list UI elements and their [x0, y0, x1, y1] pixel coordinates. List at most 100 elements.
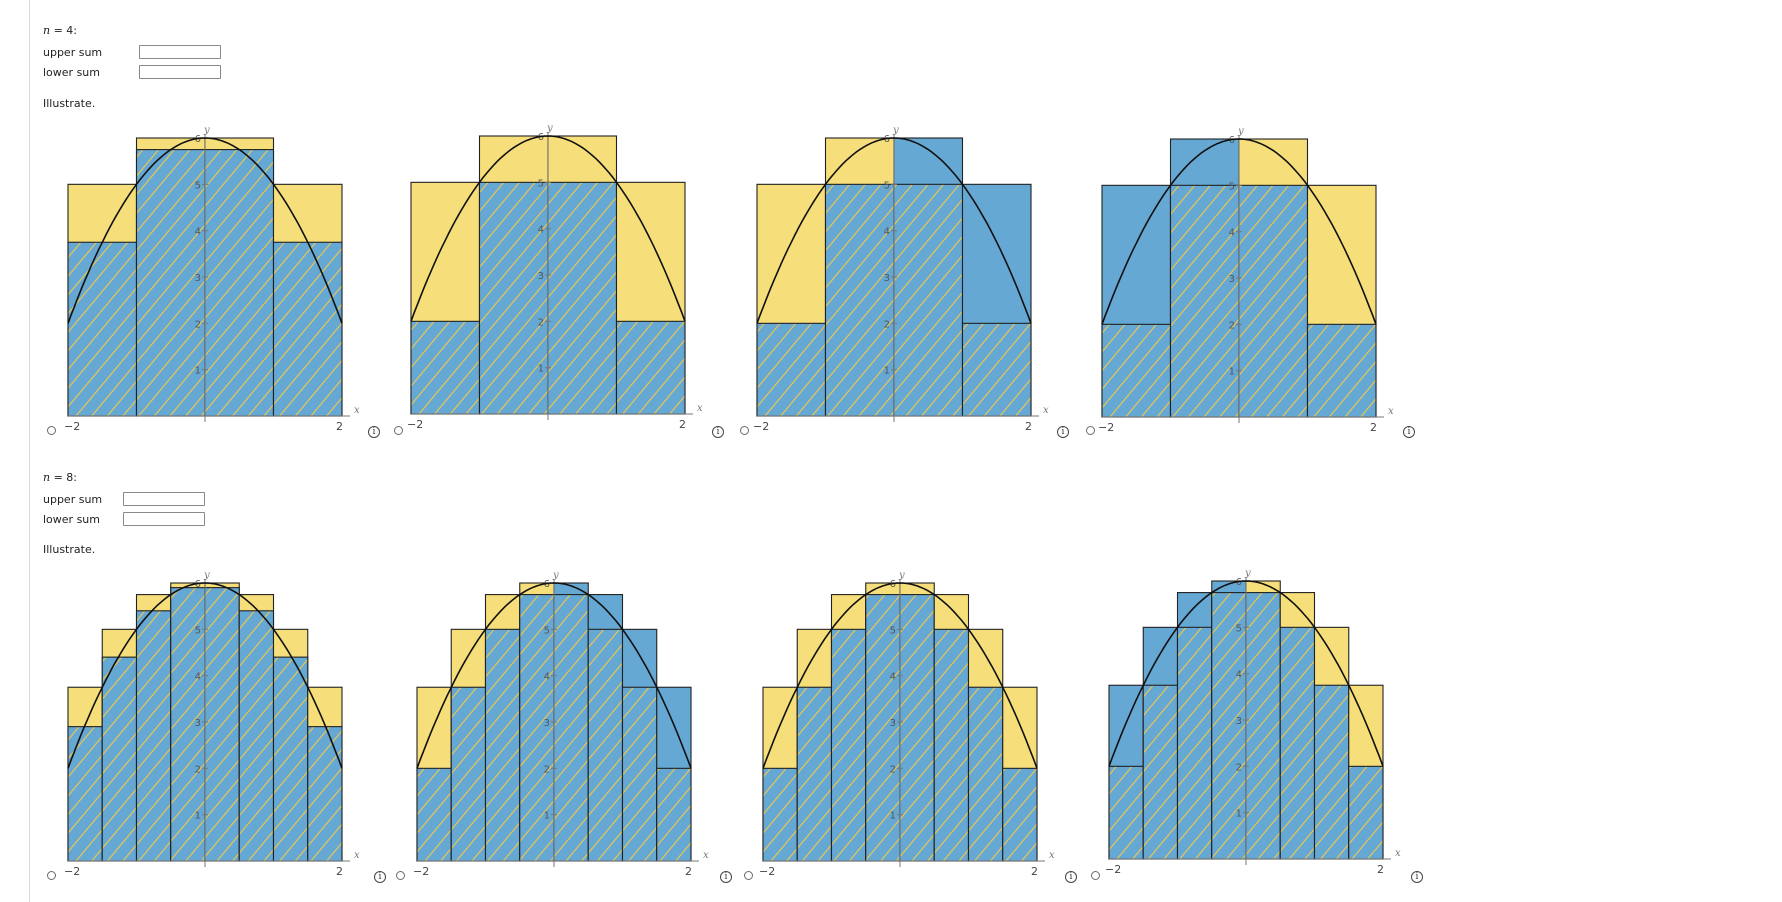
y-tick-label: 6 — [884, 134, 890, 145]
graph-option-radio-1[interactable] — [47, 426, 56, 435]
y-tick-label: 6 — [195, 579, 201, 590]
x-max-label: 2 — [1031, 865, 1038, 878]
x-max-label: 2 — [685, 865, 692, 878]
y-axis-label: y — [1244, 568, 1251, 579]
y-tick-label: 5 — [538, 178, 544, 189]
y-axis-label: y — [203, 570, 210, 581]
lower-bar — [824, 183, 895, 417]
y-tick-label: 3 — [195, 273, 201, 284]
n4-lower-sum-input[interactable] — [139, 65, 221, 79]
y-tick-label: 1 — [890, 811, 896, 822]
lower-bar — [796, 686, 833, 862]
riemann-graph-6: 1 2 3 4 5 6y x −2 2 — [413, 570, 709, 878]
lower-bar — [893, 183, 964, 417]
lower-bar — [899, 594, 935, 862]
y-tick-label: 1 — [195, 366, 201, 377]
riemann-graph-4: 1 2 3 4 5 6y x −2 2 — [1098, 126, 1394, 434]
y-tick-label: 2 — [195, 319, 201, 330]
y-tick-label: 2 — [890, 764, 896, 775]
graph-option-radio-7[interactable] — [744, 871, 753, 880]
lower-bar — [1176, 626, 1213, 860]
lower-bar — [587, 628, 624, 862]
lower-bar — [1348, 765, 1384, 860]
y-tick-label: 4 — [890, 672, 896, 683]
y-tick-label: 4 — [538, 225, 544, 236]
lower-bar — [1211, 592, 1247, 860]
n4-label: n = 4: — [43, 24, 78, 37]
y-tick-label: 6 — [1236, 577, 1242, 588]
x-min-label: −2 — [64, 420, 80, 433]
y-tick-label: 4 — [544, 672, 550, 683]
graph-option-radio-6[interactable] — [396, 871, 405, 880]
lower-bar — [1169, 184, 1240, 418]
y-tick-label: 6 — [1229, 135, 1235, 146]
lower-bar — [410, 320, 481, 415]
graph-option-radio-8[interactable] — [1091, 871, 1100, 880]
x-min-label: −2 — [407, 418, 423, 431]
y-tick-label: 3 — [884, 273, 890, 284]
n4-lower-sum-label: lower sum — [43, 66, 100, 79]
info-icon[interactable]: i — [1411, 871, 1423, 883]
lower-bar — [450, 686, 487, 862]
lower-bar — [478, 181, 549, 415]
x-max-label: 2 — [679, 418, 686, 431]
y-tick-label: 3 — [538, 271, 544, 282]
lower-bar — [1002, 767, 1038, 862]
y-tick-label: 5 — [195, 625, 201, 636]
y-tick-label: 2 — [195, 764, 201, 775]
info-icon[interactable]: i — [1065, 871, 1077, 883]
x-axis-label: x — [1395, 848, 1401, 859]
x-axis-label: x — [697, 403, 703, 414]
curve — [416, 582, 692, 769]
n8-lower-sum-input[interactable] — [123, 512, 205, 526]
x-min-label: −2 — [1098, 421, 1114, 434]
n8-upper-sum-input[interactable] — [123, 492, 205, 506]
y-tick-label: 6 — [890, 579, 896, 590]
x-axis-label: x — [354, 850, 360, 861]
y-tick-label: 3 — [1229, 274, 1235, 285]
lower-bar — [762, 767, 798, 862]
x-min-label: −2 — [1105, 863, 1121, 876]
lower-bar — [1279, 626, 1316, 860]
y-tick-label: 6 — [195, 134, 201, 145]
n4-upper-sum-input[interactable] — [139, 45, 221, 59]
y-tick-label: 5 — [884, 180, 890, 191]
y-tick-label: 4 — [1236, 670, 1242, 681]
riemann-graph-1: 1 2 3 4 5 6y x −2 2 — [64, 125, 360, 433]
n8-label: n = 8: — [43, 471, 78, 484]
lower-bar — [135, 149, 206, 417]
y-tick-label: 4 — [195, 672, 201, 683]
info-icon[interactable]: i — [1057, 426, 1069, 438]
curve — [1108, 580, 1384, 767]
lower-bar — [621, 686, 658, 862]
lower-bar — [272, 656, 309, 862]
info-icon[interactable]: i — [1403, 426, 1415, 438]
info-icon[interactable]: i — [374, 871, 386, 883]
n8-upper-sum-label: upper sum — [43, 493, 103, 506]
lower-bar — [307, 726, 343, 862]
info-icon[interactable]: i — [368, 426, 380, 438]
graph-option-radio-2[interactable] — [394, 426, 403, 435]
curve — [762, 582, 1038, 769]
lower-bar — [547, 181, 618, 415]
x-min-label: −2 — [753, 420, 769, 433]
info-icon[interactable]: i — [712, 426, 724, 438]
y-tick-label: 2 — [1236, 762, 1242, 773]
graph-option-radio-4[interactable] — [1086, 426, 1095, 435]
y-tick-label: 1 — [884, 366, 890, 377]
graph-option-radio-5[interactable] — [47, 871, 56, 880]
y-tick-label: 6 — [538, 132, 544, 143]
y-tick-label: 4 — [884, 227, 890, 238]
y-tick-label: 3 — [890, 718, 896, 729]
lower-bar — [933, 628, 970, 862]
x-max-label: 2 — [336, 420, 343, 433]
n8-illustrate-label: Illustrate. — [43, 543, 96, 556]
y-tick-label: 1 — [1229, 367, 1235, 378]
x-min-label: −2 — [64, 865, 80, 878]
graph-option-radio-3[interactable] — [740, 426, 749, 435]
info-icon[interactable]: i — [720, 871, 732, 883]
y-axis-label: y — [892, 125, 899, 136]
riemann-graph-5: 1 2 3 4 5 6y x −2 2 — [64, 570, 360, 878]
y-tick-label: 5 — [544, 625, 550, 636]
y-tick-label: 2 — [544, 764, 550, 775]
